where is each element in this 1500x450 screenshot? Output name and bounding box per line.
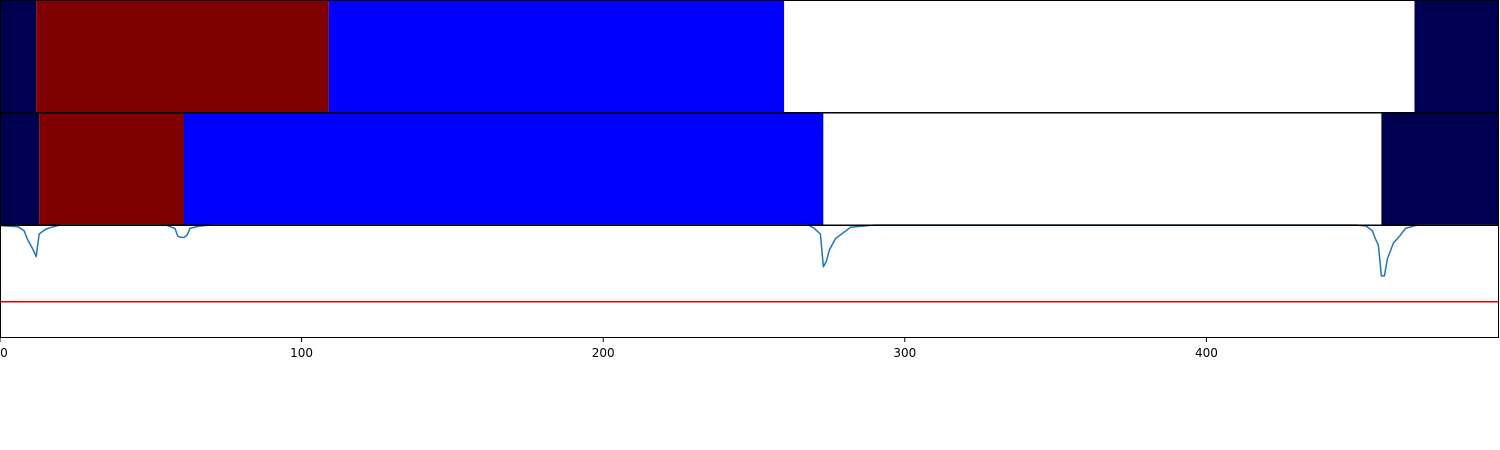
segment-bar-0-segment-3 [784,0,1415,112]
series-line-0 [0,224,1499,277]
x-tick-label-100: 100 [290,346,313,360]
segment-bar-1-segment-0 [0,113,40,225]
top-segment-bar [0,0,1499,112]
middle-segment-bar [0,113,1499,225]
segment-bar-0-segment-1 [36,0,329,112]
segment-bar-1-segment-1 [39,113,185,225]
segment-bar-1-segment-2 [184,113,824,225]
segment-bar-0-segment-0 [0,0,37,112]
x-tick-label-400: 400 [1195,346,1218,360]
segment-bar-1-segment-4 [1381,113,1499,225]
line-plot-panel [0,224,1499,303]
segment-bar-1-segment-3 [823,113,1382,225]
segment-bar-0-segment-4 [1414,0,1499,112]
x-tick-label-200: 200 [592,346,615,360]
line-plot-frame [0,225,1499,338]
segment-bar-0-segment-2 [328,0,785,112]
x-axis: 0 100 200 300 400 [0,338,1218,360]
x-tick-label-0: 0 [0,346,8,360]
x-tick-label-300: 300 [893,346,916,360]
